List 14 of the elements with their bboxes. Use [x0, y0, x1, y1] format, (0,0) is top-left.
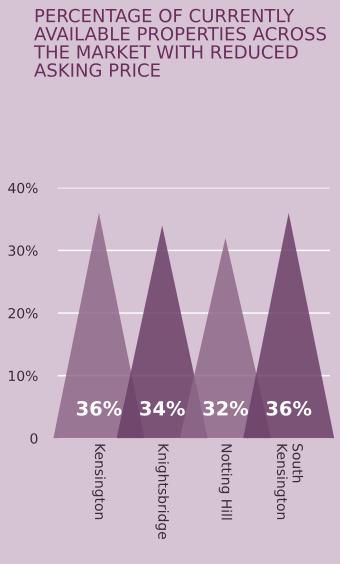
y-tick-label: 0 — [30, 433, 38, 444]
x-tick-label: Knightsbridge — [155, 444, 169, 539]
y-tick-label: 30% — [8, 245, 38, 256]
data-label: 36% — [76, 400, 122, 416]
x-tick-label: Notting Hill — [218, 444, 232, 520]
data-label: 34% — [140, 400, 185, 416]
y-tick-label: 20% — [8, 308, 38, 318]
x-tick-label: South Kensington — [274, 444, 304, 520]
y-tick-label: 40% — [8, 182, 38, 194]
x-tick-label: Kensington — [92, 444, 106, 520]
data-label: 32% — [203, 400, 248, 416]
chart-title: PERCENTAGE OF CURRENTLY AVAILABLE PROPERTIES ACROSS THE MARKET WITH REDUCED ASKING PRICE — [34, 8, 326, 77]
data-label: 36% — [266, 400, 312, 416]
y-tick-label: 10% — [9, 370, 38, 382]
